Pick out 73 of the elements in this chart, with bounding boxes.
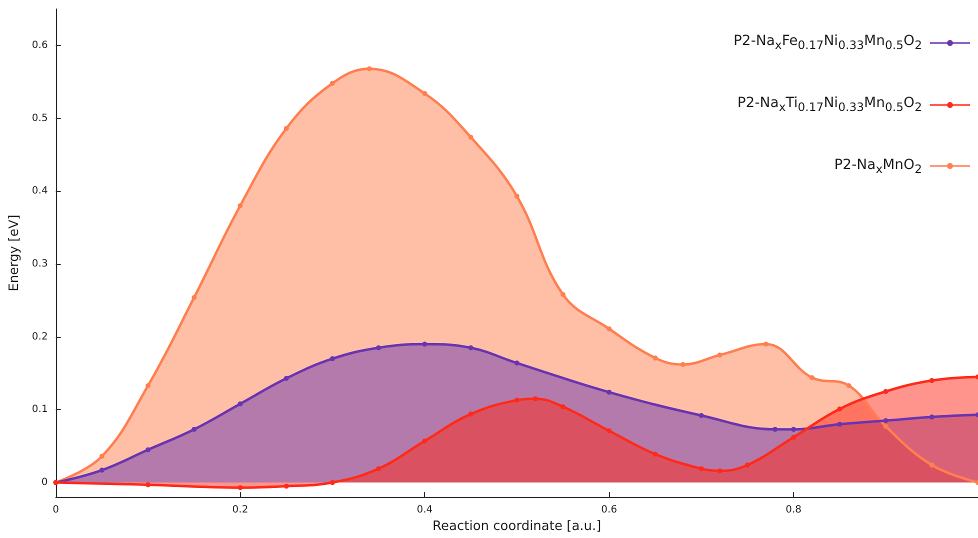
point bbox=[330, 80, 335, 86]
point bbox=[468, 345, 474, 350]
y-tick-label: 0.6 bbox=[32, 40, 48, 51]
point bbox=[284, 376, 289, 381]
point bbox=[330, 480, 335, 486]
point bbox=[837, 406, 842, 412]
point bbox=[929, 462, 934, 468]
point bbox=[883, 418, 888, 424]
point bbox=[422, 342, 428, 347]
x-tick-label: 0 bbox=[52, 504, 59, 516]
y-tick-label: 0.3 bbox=[32, 258, 48, 270]
point bbox=[791, 434, 796, 440]
y-axis-title: Energy [eV] bbox=[7, 214, 22, 292]
y-tick-label: 0.5 bbox=[32, 112, 48, 124]
point bbox=[698, 413, 704, 418]
point bbox=[422, 438, 428, 444]
point bbox=[468, 134, 474, 140]
x-tick-label: 0.2 bbox=[232, 504, 248, 516]
point bbox=[810, 375, 815, 380]
x-tick-label: 0.6 bbox=[601, 504, 618, 516]
y-tick-label: 0.4 bbox=[32, 186, 48, 197]
point bbox=[99, 468, 104, 473]
point bbox=[366, 66, 372, 72]
point bbox=[652, 355, 658, 360]
point bbox=[680, 362, 686, 368]
y-tick-label: 0 bbox=[41, 477, 48, 488]
point bbox=[929, 378, 934, 384]
point bbox=[883, 388, 888, 394]
point bbox=[606, 428, 612, 434]
point bbox=[514, 398, 520, 403]
point bbox=[284, 126, 289, 131]
point bbox=[717, 352, 722, 358]
point bbox=[837, 422, 842, 427]
y-tick-label: 0.1 bbox=[32, 404, 48, 416]
point bbox=[606, 326, 612, 332]
text: P2-Na$_{x}$Fe$_{0.17}$Ni$_{0.33}$Mn$_{0.5}$O$_{2}$ bbox=[733, 33, 922, 52]
point bbox=[560, 404, 566, 410]
point bbox=[929, 414, 934, 420]
text: P2-Na$_{x}$Ti$_{0.17}$Ni$_{0.33}$Mn$_{0.5}$O$_{2}$ bbox=[737, 94, 922, 114]
point bbox=[238, 401, 243, 406]
point bbox=[560, 292, 566, 298]
point bbox=[376, 466, 382, 472]
point bbox=[192, 294, 197, 300]
point bbox=[883, 424, 888, 429]
point bbox=[791, 426, 796, 432]
point bbox=[606, 390, 612, 395]
point bbox=[192, 426, 197, 432]
legend-label: P2-Na$_{x}$MnO$_{2}$ bbox=[834, 156, 922, 178]
point bbox=[238, 485, 243, 490]
point bbox=[376, 345, 382, 350]
point bbox=[146, 482, 151, 488]
point bbox=[422, 91, 428, 96]
point bbox=[846, 383, 852, 388]
point bbox=[698, 466, 704, 472]
x-tick-label: 0.4 bbox=[416, 504, 433, 516]
x-tick-label: 0.8 bbox=[786, 504, 802, 516]
point bbox=[514, 360, 520, 366]
point bbox=[532, 396, 538, 402]
point bbox=[330, 356, 335, 362]
point bbox=[99, 454, 104, 459]
x-axis-title: Reaction coordinate [a.u.] bbox=[432, 519, 602, 534]
point bbox=[772, 426, 778, 432]
point bbox=[468, 412, 474, 417]
point bbox=[514, 194, 520, 199]
point bbox=[146, 447, 151, 452]
point bbox=[146, 383, 151, 388]
point bbox=[744, 462, 750, 468]
point bbox=[284, 484, 289, 489]
point bbox=[652, 452, 658, 457]
y-tick-label: 0.2 bbox=[32, 331, 48, 342]
point bbox=[763, 342, 768, 347]
point bbox=[717, 468, 722, 474]
point bbox=[238, 203, 243, 208]
